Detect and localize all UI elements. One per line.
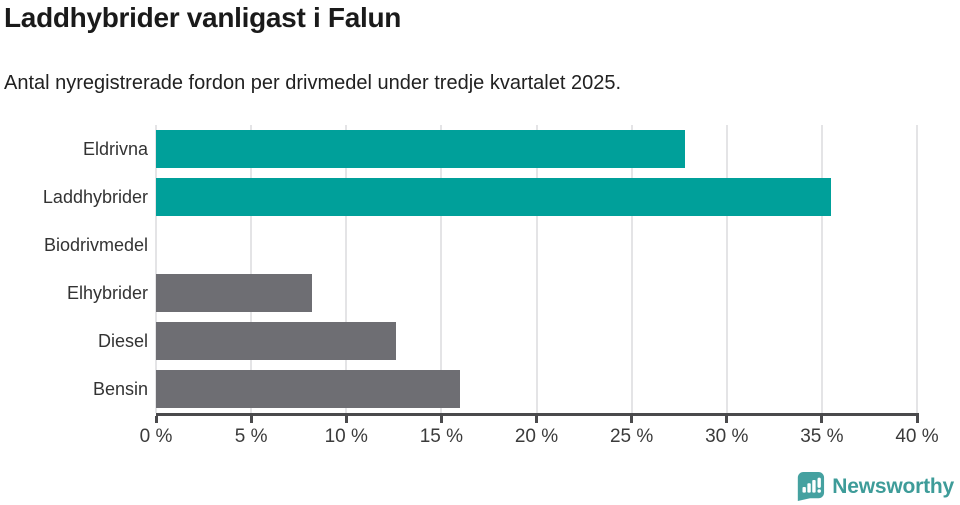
bar-row (156, 221, 917, 269)
newsworthy-bubble-icon (798, 471, 825, 502)
gridline (345, 125, 348, 413)
gridline (155, 125, 157, 413)
category-label: Diesel (97, 330, 148, 351)
gridline (630, 125, 633, 413)
x-tick-mark (915, 416, 919, 423)
newsworthy-wordmark: Newsworthy (832, 474, 954, 498)
x-tick-mark (535, 416, 538, 423)
bar-row (156, 317, 917, 365)
x-axis: 0 % 5 % 10 % 15 % 20 % 25 % 30 % 35 % 40 % (140, 416, 939, 456)
bar-eldrivna (156, 130, 685, 168)
chart-title: Laddhybrider vanligast i Falun (4, 2, 402, 33)
bar-diesel (156, 322, 396, 360)
x-tick-label: 35 % (800, 426, 844, 447)
gridline (916, 125, 918, 413)
chart-subtitle: Antal nyregistrerade fordon per drivmede… (4, 72, 622, 94)
gridline (440, 125, 443, 413)
category-label: Eldrivna (82, 138, 148, 159)
x-tick-label: 30 % (705, 426, 749, 447)
newsworthy-logo: Newsworthy (795, 470, 954, 503)
x-tick-label: 15 % (419, 426, 464, 447)
x-tick-label: 0 % (139, 426, 173, 447)
bar-row (156, 125, 917, 173)
x-tick-mark (725, 416, 729, 423)
x-tick-mark (249, 416, 253, 423)
category-label: Laddhybrider (42, 186, 148, 207)
gridline (535, 125, 538, 413)
bar-row (156, 173, 917, 221)
bar-elhybrider (156, 274, 312, 312)
bar-bensin (156, 370, 461, 408)
x-tick-mark (154, 416, 158, 423)
x-tick-label: 10 % (324, 426, 368, 447)
x-tick-label: 40 % (895, 426, 939, 447)
x-tick-mark (344, 416, 348, 423)
x-tick-label: 5 % (234, 426, 268, 447)
x-tick-mark (820, 416, 824, 423)
x-tick-mark (630, 416, 634, 423)
gridline (725, 125, 728, 413)
category-label: Elhybrider (66, 282, 148, 303)
bar-row (156, 269, 917, 317)
category-label: Biodrivmedel (43, 234, 148, 255)
category-labels: Eldrivna Laddhybrider Biodrivmedel Elhybrid… (0, 125, 148, 413)
x-tick-mark (439, 416, 443, 423)
bar-laddhybrider (156, 178, 832, 216)
x-tick-label: 20 % (514, 426, 559, 447)
x-tick-label: 25 % (609, 426, 654, 447)
gridline (820, 125, 823, 413)
bar-row (156, 365, 917, 413)
gridline (250, 125, 253, 413)
x-axis-line (156, 413, 919, 416)
category-label: Bensin (92, 378, 148, 399)
chart-plot (155, 125, 918, 413)
